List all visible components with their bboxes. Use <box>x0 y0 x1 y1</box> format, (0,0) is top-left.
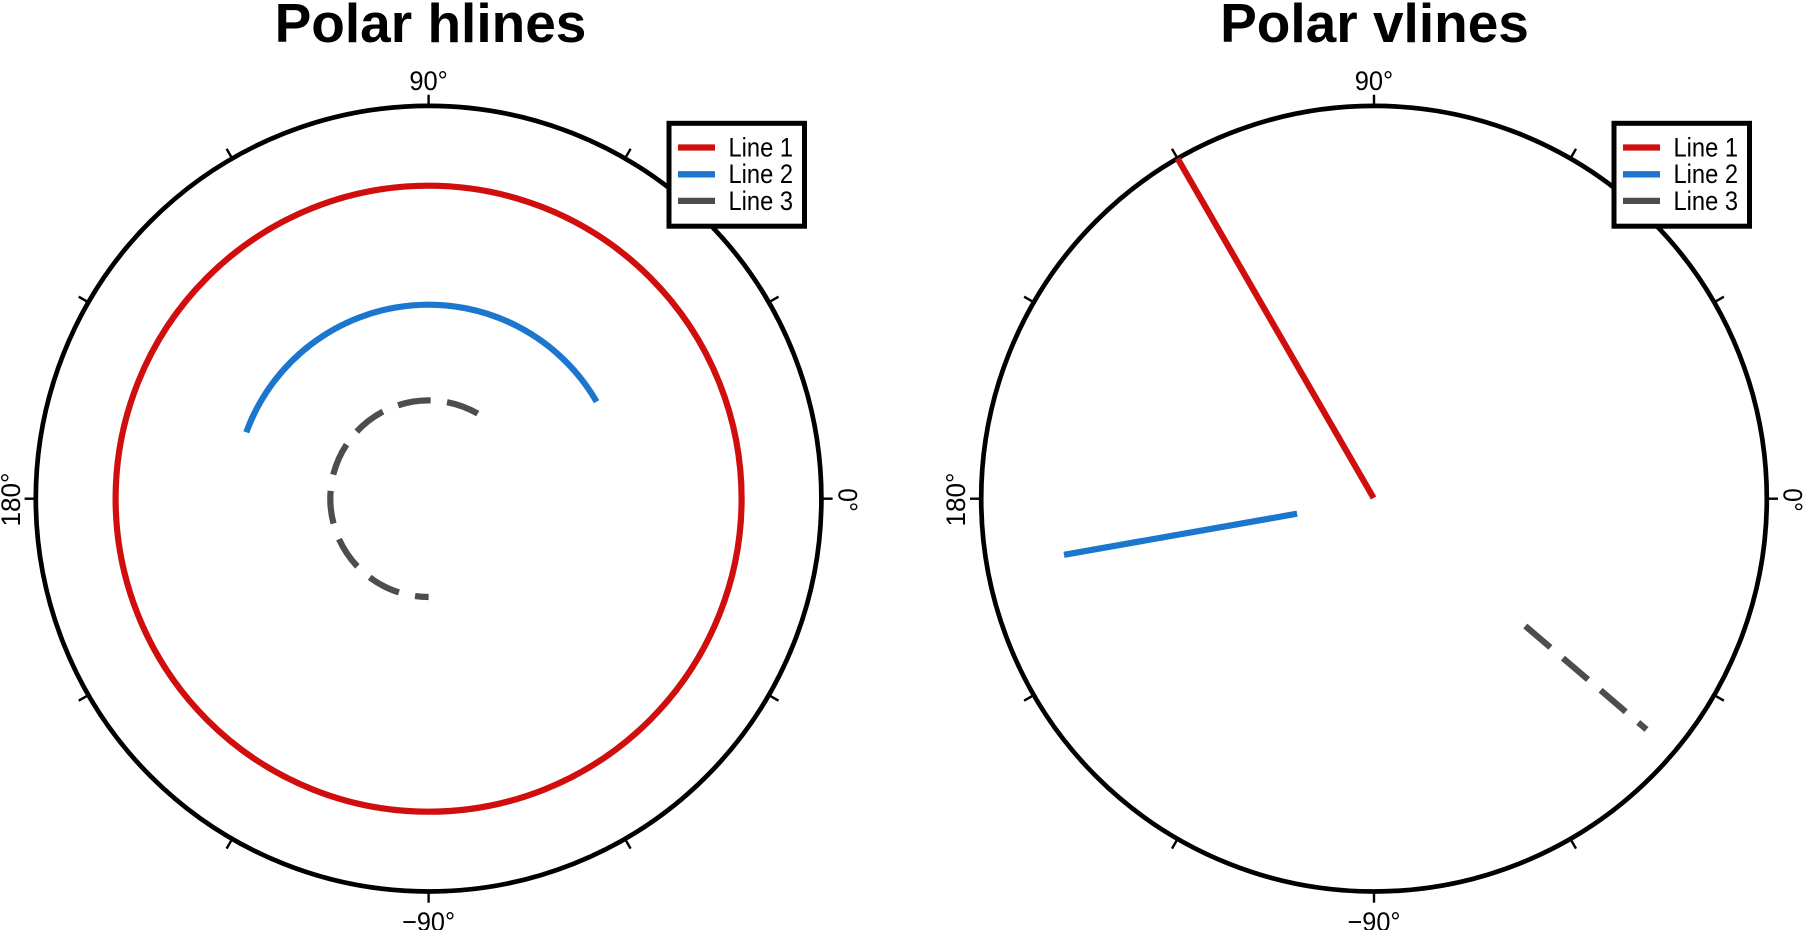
svg-text:−90°: −90° <box>1348 907 1401 930</box>
svg-text:Line 3: Line 3 <box>1674 186 1739 216</box>
svg-text:90°: 90° <box>1355 66 1394 96</box>
svg-text:90°: 90° <box>409 66 448 96</box>
svg-text:Line 3: Line 3 <box>729 186 794 216</box>
svg-text:Polar vlines: Polar vlines <box>1220 0 1529 54</box>
svg-text:180°: 180° <box>941 473 971 527</box>
svg-text:Line 1: Line 1 <box>1674 133 1739 163</box>
svg-text:0°: 0° <box>832 488 862 512</box>
svg-text:Line 2: Line 2 <box>729 159 794 189</box>
svg-text:Line 2: Line 2 <box>1674 159 1739 189</box>
svg-text:0°: 0° <box>1777 488 1804 512</box>
svg-text:Line 1: Line 1 <box>729 133 794 163</box>
svg-text:180°: 180° <box>0 473 26 527</box>
svg-text:−90°: −90° <box>402 907 455 930</box>
svg-text:Polar hlines: Polar hlines <box>275 0 587 54</box>
